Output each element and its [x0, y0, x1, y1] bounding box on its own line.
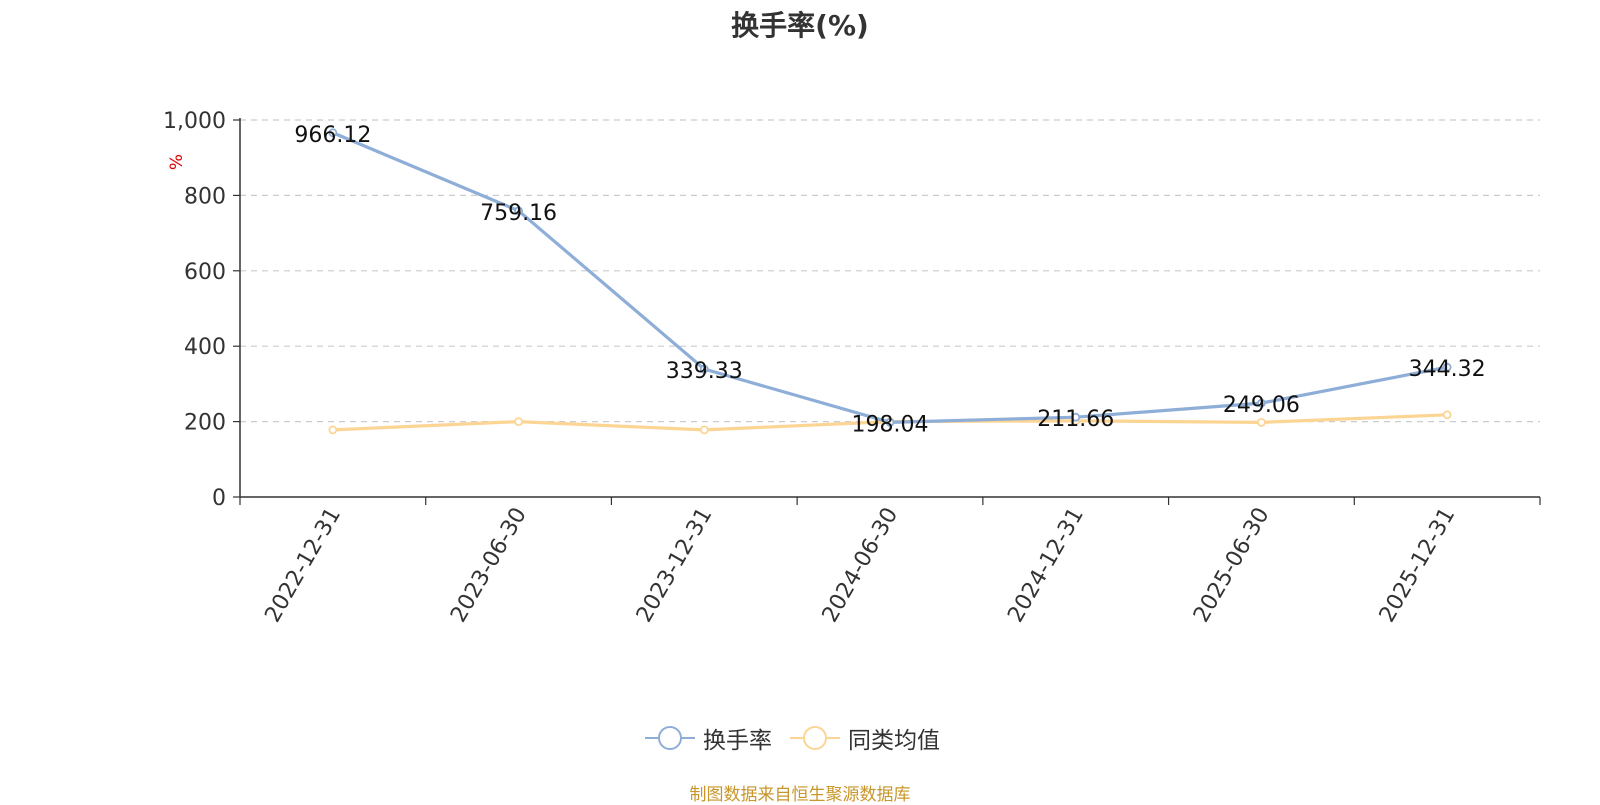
data-label: 966.12 [294, 123, 371, 148]
series-lines [328, 128, 1452, 435]
y-tick-label: 200 [184, 411, 226, 436]
axes: 0 200 400 600 800 1,000% 2022-12-31 2023-06-30 2… [163, 109, 1541, 627]
data-point-series-0 [1442, 362, 1452, 372]
data-point-series-1 [1442, 410, 1452, 420]
legend-item-series-1[interactable]: 同类均值 [790, 721, 940, 755]
x-tick-label: 2022-12-31 [260, 504, 346, 627]
data-point-series-1 [514, 417, 523, 427]
gridlines [240, 119, 1540, 423]
y-tick-label: 1,000 [163, 109, 226, 134]
source-note: 制图数据来自恒生聚源数据库 [689, 785, 911, 805]
legend-symbol-series-1 [790, 726, 840, 750]
x-tick-label: 2023-12-31 [632, 504, 718, 627]
legend-item-series-0[interactable]: 换手率 [645, 721, 772, 755]
chart-title: 换手率(%) [731, 9, 869, 42]
x-tick-label: 2025-12-31 [1375, 504, 1461, 627]
data-point-series-0 [699, 364, 709, 374]
legend: 换手率 同类均值 [645, 718, 958, 758]
data-label: 344.32 [1409, 357, 1486, 382]
data-labels: 966.12 759.16 339.33 198.04 211.66 249.06 344.… [294, 123, 1485, 438]
y-tick-label: 0 [212, 486, 226, 511]
legend-label-series-0: 换手率 [703, 728, 772, 754]
x-tick-label: 2024-12-31 [1003, 504, 1089, 627]
legend-label-series-1: 同类均值 [848, 728, 940, 754]
x-tick-label: 2025-06-30 [1189, 504, 1275, 627]
data-point-series-0 [514, 206, 523, 216]
y-tick-label: 400 [184, 335, 226, 360]
data-point-series-0 [1071, 412, 1081, 422]
data-point-series-1 [699, 425, 709, 435]
y-tick-label: 800 [184, 184, 226, 209]
data-point-series-0 [885, 417, 895, 427]
data-point-series-0 [328, 128, 338, 138]
data-label: 211.66 [1037, 407, 1114, 432]
x-tick-label: 2024-06-30 [818, 504, 904, 627]
y-tick-label: 600 [184, 260, 226, 285]
data-label: 249.06 [1223, 393, 1300, 418]
data-point-series-1 [1257, 417, 1266, 427]
data-label: 198.04 [852, 412, 929, 437]
legend-symbol-series-0 [645, 726, 695, 750]
data-label: 339.33 [666, 359, 743, 384]
data-label: 759.16 [480, 201, 557, 226]
x-tick-label: 2023-06-30 [446, 504, 532, 627]
data-point-series-0 [1257, 398, 1266, 408]
y-axis-label: % [167, 154, 187, 170]
data-point-series-1 [328, 425, 338, 435]
series-line-0 [331, 131, 1449, 424]
